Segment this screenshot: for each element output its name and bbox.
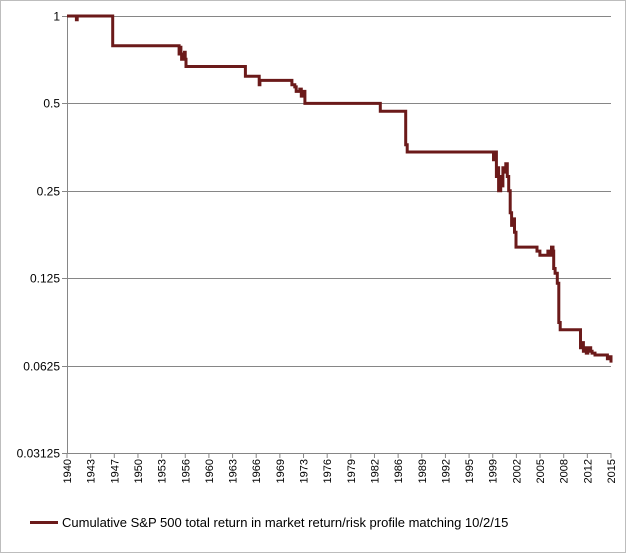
x-tick-label: 1960 (204, 459, 216, 483)
gridlines (62, 16, 611, 454)
x-tick-label: 2005 (535, 459, 547, 483)
y-tick-labels: 1 0.5 0.25 0.125 0.0625 0.03125 (17, 10, 61, 461)
x-tick-label: 1943 (86, 459, 98, 483)
x-tick-label: 1947 (109, 459, 121, 483)
legend-swatch (30, 520, 58, 524)
x-tick-label: 1973 (299, 459, 311, 483)
y-tick-label: 0.5 (43, 97, 60, 111)
x-tick-label: 2002 (511, 459, 523, 483)
x-tick-label: 1992 (440, 459, 452, 483)
legend: Cumulative S&P 500 total return in marke… (30, 512, 508, 532)
x-tick-label: 1956 (180, 459, 192, 483)
x-tick-label: 1969 (275, 459, 287, 483)
x-tick-label: 2012 (582, 459, 594, 483)
y-tick-label: 0.0625 (23, 360, 60, 374)
x-tick-label: 1986 (393, 459, 405, 483)
x-tick-label: 1953 (157, 459, 169, 483)
x-tick-label: 1999 (488, 459, 500, 483)
x-tick-label: 1950 (133, 459, 145, 483)
y-tick-label: 0.125 (30, 272, 60, 286)
x-tick-labels: 1940 1943 1947 1950 1953 1956 1960 1963 1966 1969… (62, 459, 618, 483)
x-tick-label: 1979 (346, 459, 358, 483)
x-tick-label: 1940 (62, 459, 74, 483)
x-tick-label: 1966 (251, 459, 263, 483)
x-tick-label: 1963 (228, 459, 240, 483)
y-tick-label: 0.03125 (17, 447, 61, 461)
x-tick-label: 2015 (606, 459, 618, 483)
x-tick-label: 1982 (369, 459, 381, 483)
legend-label: Cumulative S&P 500 total return in marke… (62, 514, 509, 530)
x-tick-marks (66, 453, 612, 458)
x-tick-label: 1976 (322, 459, 334, 483)
y-tick-label: 0.25 (37, 185, 61, 199)
x-tick-label: 1995 (464, 459, 476, 483)
x-tick-label: 1989 (417, 459, 429, 483)
series-line (67, 14, 613, 363)
y-tick-label: 1 (53, 10, 60, 24)
x-tick-label: 2008 (559, 459, 571, 483)
